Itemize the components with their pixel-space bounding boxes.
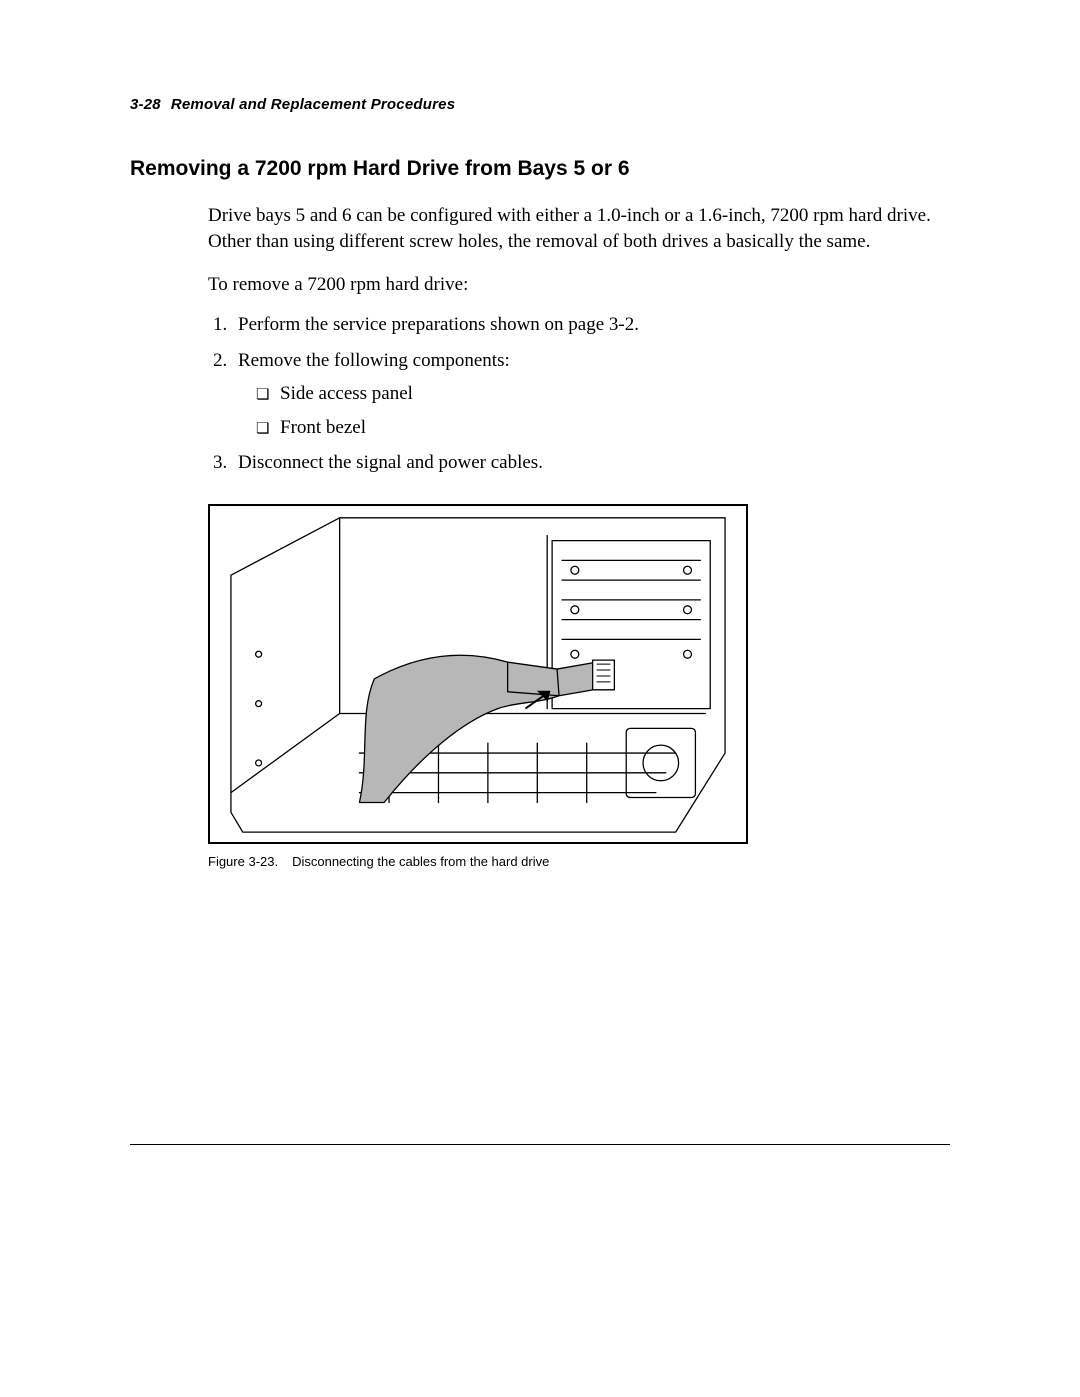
procedure-steps: Perform the service preparations shown o… (232, 312, 950, 476)
substep-b: Front bezel (256, 415, 950, 441)
figure-caption: Figure 3-23. Disconnecting the cables fro… (208, 854, 950, 869)
body-text: Drive bays 5 and 6 can be configured wit… (208, 203, 950, 476)
section-heading: Removing a 7200 rpm Hard Drive from Bays… (130, 157, 950, 181)
step-1: Perform the service preparations shown o… (232, 312, 950, 338)
step-3: Disconnect the signal and power cables. (232, 450, 950, 476)
intro-paragraph: Drive bays 5 and 6 can be configured wit… (208, 203, 950, 254)
figure-block: Figure 3-23. Disconnecting the cables fro… (208, 504, 950, 869)
procedure-lead-in: To remove a 7200 rpm hard drive: (208, 272, 950, 298)
substep-a: Side access panel (256, 381, 950, 407)
chapter-title: Removal and Replacement Procedures (171, 96, 455, 113)
step-2-text: Remove the following components: (238, 350, 510, 371)
figure-illustration (208, 504, 748, 844)
step-2: Remove the following components: Side ac… (232, 348, 950, 441)
footer-rule (130, 1144, 950, 1145)
figure-number: Figure 3-23. (208, 854, 278, 869)
step-2-substeps: Side access panel Front bezel (256, 381, 950, 440)
figure-caption-text: Disconnecting the cables from the hard d… (292, 854, 549, 869)
manual-page: 3-28 Removal and Replacement Procedures R… (0, 0, 1080, 1397)
page-number: 3-28 (130, 96, 161, 113)
running-header: 3-28 Removal and Replacement Procedures (130, 96, 950, 113)
